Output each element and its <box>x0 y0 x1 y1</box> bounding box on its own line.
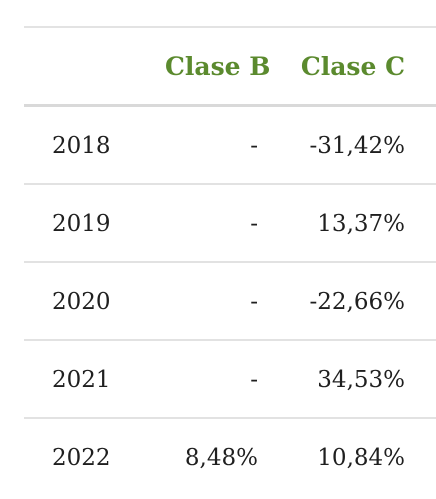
class-c-value: 34,53% <box>317 367 405 393</box>
class-b-value: 8,48% <box>184 445 258 471</box>
table-top-divider <box>24 26 436 28</box>
class-c-value: 10,84% <box>317 445 405 471</box>
class-c-value: 13,37% <box>317 211 405 237</box>
class-c-value: -22,66% <box>309 289 405 315</box>
year-cell: 2019 <box>52 211 111 237</box>
table-row: 2019 - 13,37% <box>24 185 436 263</box>
class-b-value: - <box>250 133 258 159</box>
class-b-value: - <box>250 367 258 393</box>
class-c-value: -31,42% <box>309 133 405 159</box>
column-header-class-c: Clase C <box>300 52 405 81</box>
table-row: 2022 8,48% 10,84% <box>24 419 436 495</box>
table-header-row: Clase B Clase C <box>24 28 436 107</box>
year-cell: 2022 <box>52 445 111 471</box>
table-row: 2021 - 34,53% <box>24 341 436 419</box>
table-row: 2020 - -22,66% <box>24 263 436 341</box>
returns-table: Clase B Clase C 2018 - -31,42% 2019 - 13… <box>24 26 436 495</box>
class-b-value: - <box>250 289 258 315</box>
year-cell: 2018 <box>52 133 111 159</box>
table-row: 2018 - -31,42% <box>24 107 436 185</box>
year-cell: 2021 <box>52 367 111 393</box>
column-header-class-b: Clase B <box>165 52 271 81</box>
class-b-value: - <box>250 211 258 237</box>
year-cell: 2020 <box>52 289 111 315</box>
